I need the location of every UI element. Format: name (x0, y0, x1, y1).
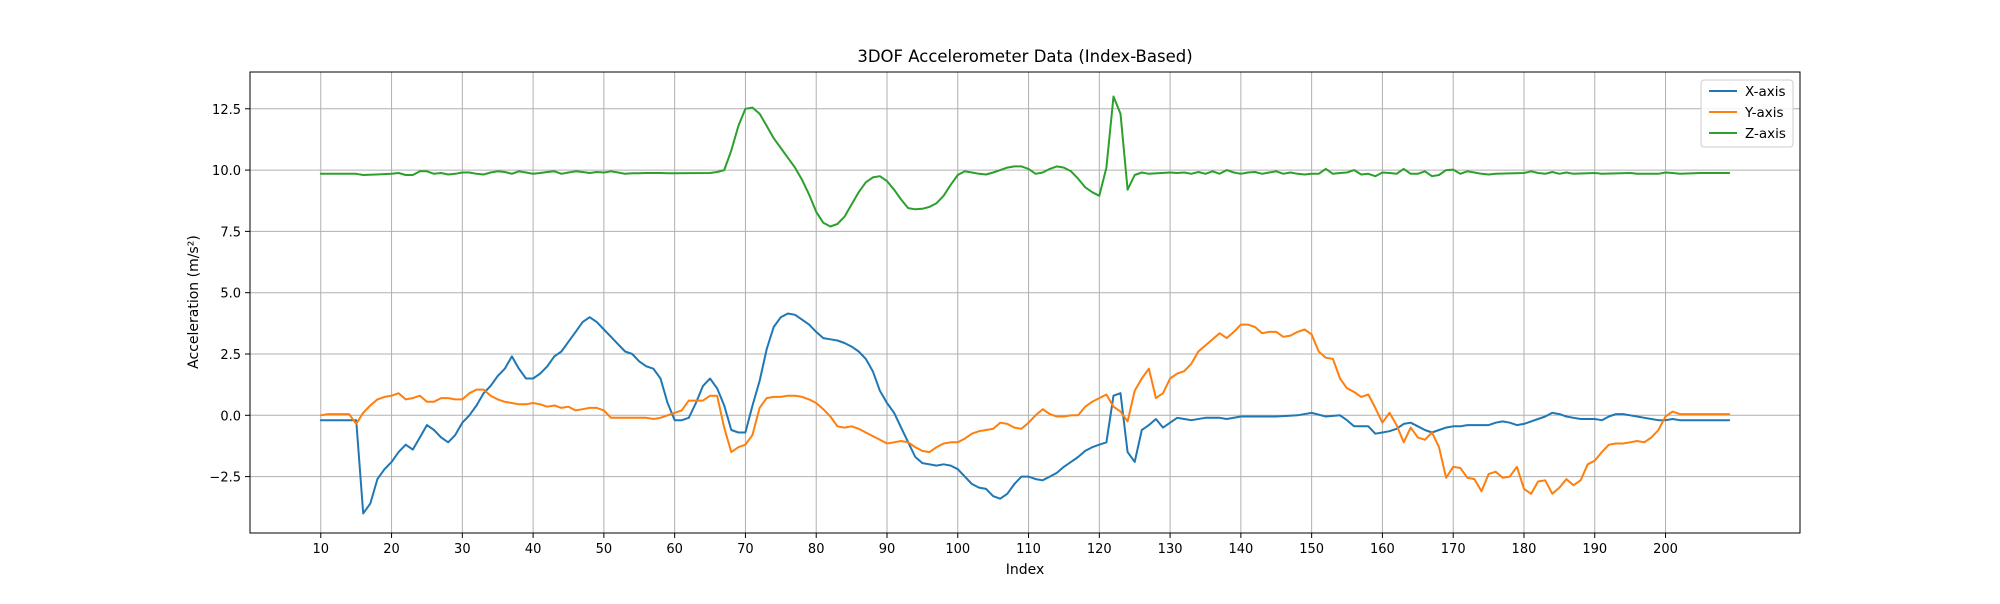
y-tick-label: 0.0 (220, 409, 241, 424)
x-tick-label: 40 (525, 542, 542, 557)
x-tick-label: 100 (945, 542, 970, 557)
plot-frame (249, 71, 1801, 534)
y-tick-label: 10.0 (212, 164, 241, 179)
x-tick-label: 10 (313, 542, 330, 557)
y-axis-ticks: −2.5 0.0 2.5 5.0 7.5 10.0 12.5 (209, 103, 250, 486)
y-tick-label: 2.5 (220, 348, 241, 363)
grid-lines (250, 72, 1800, 533)
x-tick-label: 20 (383, 542, 400, 557)
x-tick-label: 140 (1228, 542, 1253, 557)
x-tick-label: 180 (1512, 542, 1537, 557)
series-line-y-axis (319, 323, 1731, 495)
x-tick-label: 150 (1299, 542, 1324, 557)
y-axis-label: Acceleration (m/s²) (186, 235, 202, 369)
x-tick-label: 90 (879, 542, 896, 557)
x-tick-label: 80 (808, 542, 825, 557)
legend: X-axis Y-axis Z-axis (1700, 79, 1794, 148)
plot-area (250, 72, 1800, 533)
x-tick-label: 110 (1016, 542, 1041, 557)
legend-box (1700, 79, 1794, 148)
y-tick-label: 7.5 (220, 225, 241, 240)
x-tick-label: 200 (1653, 542, 1678, 557)
legend-label-z-axis: Z-axis (1745, 126, 1786, 142)
x-tick-label: 70 (737, 542, 754, 557)
y-tick-label: 5.0 (220, 287, 241, 302)
series-line-z-axis (319, 95, 1731, 228)
x-tick-label: 130 (1158, 542, 1183, 557)
x-tick-label: 30 (454, 542, 471, 557)
legend-label-x-axis: X-axis (1745, 84, 1786, 100)
series-line-x-axis (319, 312, 1731, 515)
x-axis-label: Index (1006, 562, 1045, 578)
x-tick-label: 160 (1370, 542, 1395, 557)
legend-label-y-axis: Y-axis (1744, 105, 1784, 121)
y-tick-label: −2.5 (209, 471, 241, 486)
x-tick-label: 190 (1582, 542, 1607, 557)
y-tick-label: 12.5 (212, 103, 241, 118)
series-lines (319, 95, 1731, 515)
x-axis-ticks: 10 20 30 40 50 60 70 80 90 100 110 120 130 140 150 160 1… (313, 533, 1678, 557)
x-tick-label: 50 (596, 542, 613, 557)
x-tick-label: 60 (666, 542, 683, 557)
x-tick-label: 120 (1087, 542, 1112, 557)
x-tick-label: 170 (1441, 542, 1466, 557)
chart-title: 3DOF Accelerometer Data (Index-Based) (857, 47, 1192, 66)
